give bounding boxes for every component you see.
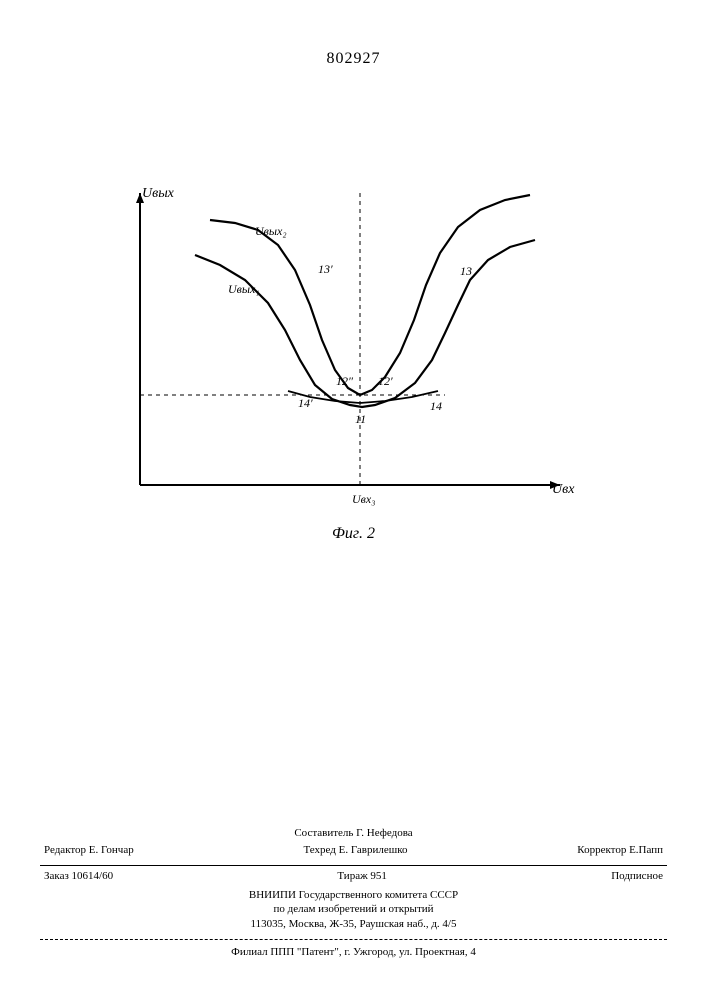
point-13prime: 13′	[318, 262, 333, 276]
point-12dprime: 12″	[336, 374, 354, 388]
editor: Редактор Е. Гончар	[44, 843, 134, 858]
colophon-footer: Составитель Г. Нефедова Редактор Е. Гонч…	[40, 826, 667, 960]
institute-line-1: ВНИИПИ Государственного комитета СССР	[40, 888, 667, 903]
document-number: 802927	[0, 50, 707, 68]
point-13: 13	[460, 264, 472, 278]
point-14prime: 14′	[298, 396, 313, 410]
curve1-label: Uвых₁	[228, 282, 260, 296]
point-14: 14	[430, 399, 442, 413]
axes	[136, 193, 560, 489]
divider	[40, 865, 667, 866]
divider-dashed	[40, 939, 667, 940]
point-11: 11	[355, 412, 366, 426]
figure-caption: Фиг. 2	[0, 525, 707, 543]
curve2-label: Uвых₂	[255, 224, 287, 238]
x-tick-label: Uвх₃	[352, 492, 375, 506]
y-axis-label: Uвых	[142, 186, 175, 201]
figure-chart: Uвых Uвх Uвых₁ Uвых₂ 11 12′ 12″ 13 13′ 1…	[100, 185, 580, 525]
compiler-line: Составитель Г. Нефедова	[40, 826, 667, 841]
institute-line-3: 113035, Москва, Ж-35, Раушская наб., д. …	[40, 917, 667, 932]
institute-line-2: по делам изобретений и открытий	[40, 902, 667, 917]
order-number: Заказ 10614/60	[44, 869, 113, 884]
tech-editor: Техред Е. Гаврилешко	[303, 843, 407, 858]
curve-u1	[195, 240, 535, 407]
branch-line: Филиал ППП "Патент", г. Ужгород, ул. Про…	[40, 943, 667, 960]
x-axis-label: Uвх	[552, 482, 575, 497]
print-run: Тираж 951	[337, 869, 387, 884]
subscription: Подписное	[611, 869, 663, 884]
proofreader: Корректор Е.Папп	[577, 843, 663, 858]
institute-block: ВНИИПИ Государственного комитета СССР по…	[40, 888, 667, 937]
point-12prime: 12′	[378, 374, 393, 388]
